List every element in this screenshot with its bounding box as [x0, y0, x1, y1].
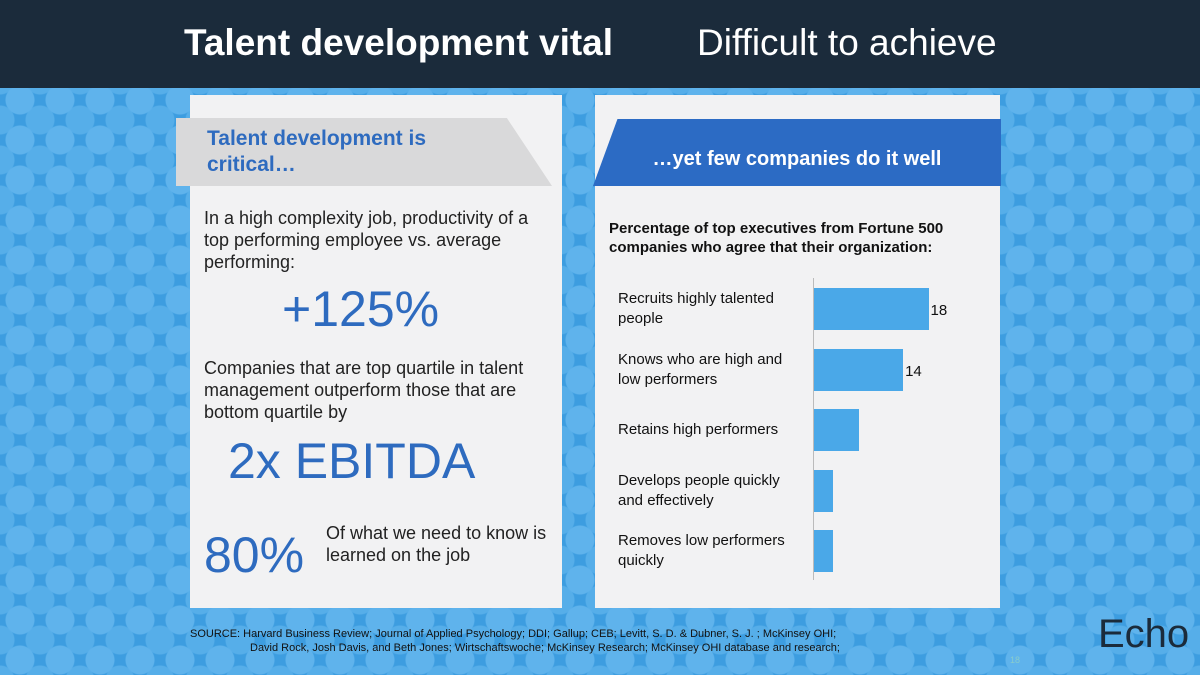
value-label: 18: [930, 302, 948, 319]
bar: [814, 348, 904, 391]
bar: [814, 469, 834, 512]
axis-line: [813, 278, 814, 580]
category-label: Knows who are high and low performers: [618, 350, 783, 388]
source: David Rock, Josh Davis, and Beth Jones; …: [250, 642, 840, 654]
right-heading: …yet few companies do it well: [652, 148, 942, 170]
category-label: Retains high performers: [618, 421, 779, 438]
bar: [814, 530, 834, 572]
value-label: 14: [905, 362, 922, 380]
stat: 2x EBITDA: [228, 433, 476, 489]
stat: +125%: [282, 281, 440, 337]
text: Companies that are top quartile in talen…: [204, 358, 524, 422]
title-right: Difficult to achieve: [697, 22, 997, 63]
source: SOURCE: Harvard Business Review; Journal…: [190, 628, 837, 640]
bar: [814, 288, 929, 330]
page-number: 18: [1010, 655, 1021, 665]
right-heading-band: [593, 119, 1001, 186]
logo: Echo: [1098, 612, 1190, 656]
category-label: Develops people quickly and effectively: [618, 471, 780, 509]
left-heading-band: [176, 118, 552, 186]
text: In a high complexity job, productivity o…: [204, 208, 529, 272]
chart-title: Percentage of top executives from Fortun…: [609, 220, 944, 256]
left-heading: Talent development is critical…: [207, 127, 426, 176]
bar: [814, 409, 859, 451]
title-left: Talent development vital: [184, 22, 614, 63]
text: Of what we need to know is learned on th…: [326, 523, 547, 565]
category-label: Recruits highly talented people: [618, 290, 774, 327]
category-label: Removes low performers quickly: [618, 532, 785, 569]
stat: 80%: [204, 527, 305, 583]
header-band: [0, 0, 1200, 88]
